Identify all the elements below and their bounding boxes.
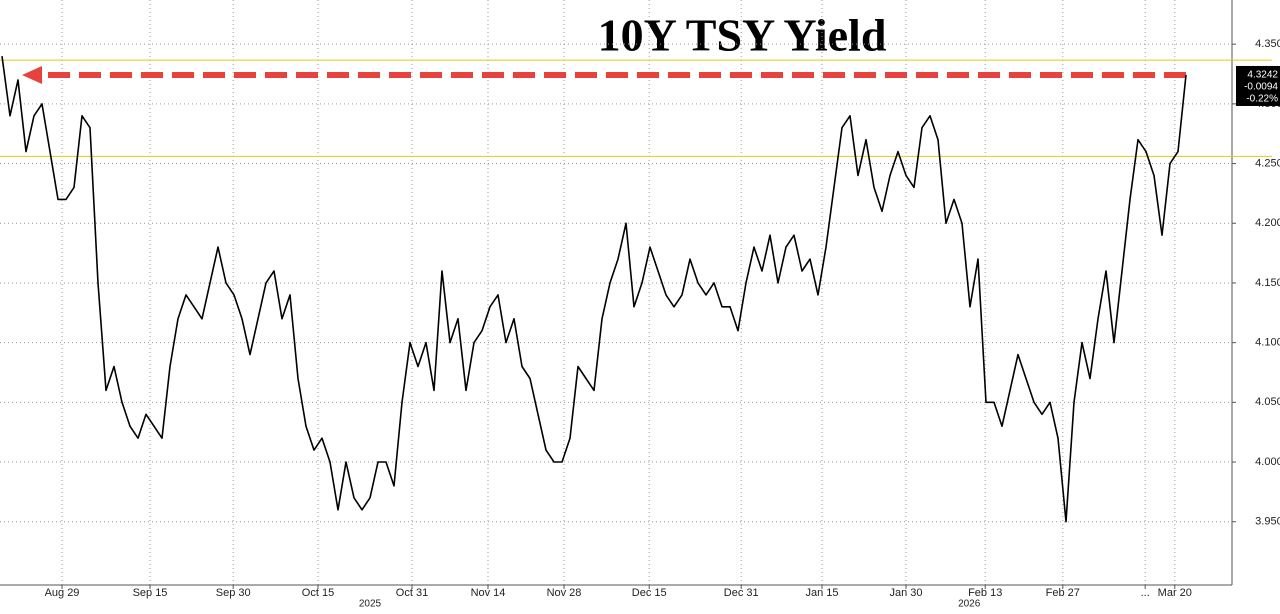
x-tick-label: Dec 31 (724, 587, 759, 599)
last-value-label: -0.22% (1246, 94, 1278, 105)
arrow-head (22, 65, 42, 84)
y-tick-label: 3.9500 (1255, 516, 1280, 528)
y-tick-label: 4.3500 (1255, 38, 1280, 50)
year-label: 2025 (359, 599, 382, 609)
x-tick-label: Aug 29 (45, 587, 80, 599)
x-tick-label: Feb 13 (968, 587, 1002, 599)
y-tick-label: 4.2500 (1255, 157, 1280, 169)
y-tick-label: 4.0500 (1255, 396, 1280, 408)
x-tick-label: Mar 20 (1158, 587, 1192, 599)
yield-line (1, 55, 1187, 523)
last-value-label: -0.0094 (1244, 82, 1278, 93)
year-label: 2026 (958, 599, 981, 609)
x-tick-label: Sep 15 (133, 587, 168, 599)
y-tick-label: 4.2000 (1255, 217, 1280, 229)
x-tick-label: Oct 15 (302, 587, 334, 599)
x-tick-label: Sep 30 (216, 587, 251, 599)
x-tick-label: Jan 30 (889, 587, 922, 599)
x-tick-label: ... (1141, 587, 1150, 599)
y-tick-label: 4.0000 (1255, 456, 1280, 468)
x-tick-label: Dec 15 (632, 587, 667, 599)
y-tick-label: 4.1500 (1255, 277, 1280, 289)
last-value-label: 4.3242 (1247, 70, 1278, 81)
x-tick-label: Jan 15 (805, 587, 838, 599)
x-tick-label: Feb 27 (1046, 587, 1080, 599)
x-tick-label: Nov 14 (471, 587, 506, 599)
last-value-box (1236, 65, 1280, 106)
x-tick-label: Oct 31 (396, 587, 428, 599)
x-tick-label: Nov 28 (547, 587, 582, 599)
chart-title: 10Y TSY Yield (598, 10, 887, 61)
y-tick-label: 4.1000 (1255, 337, 1280, 349)
